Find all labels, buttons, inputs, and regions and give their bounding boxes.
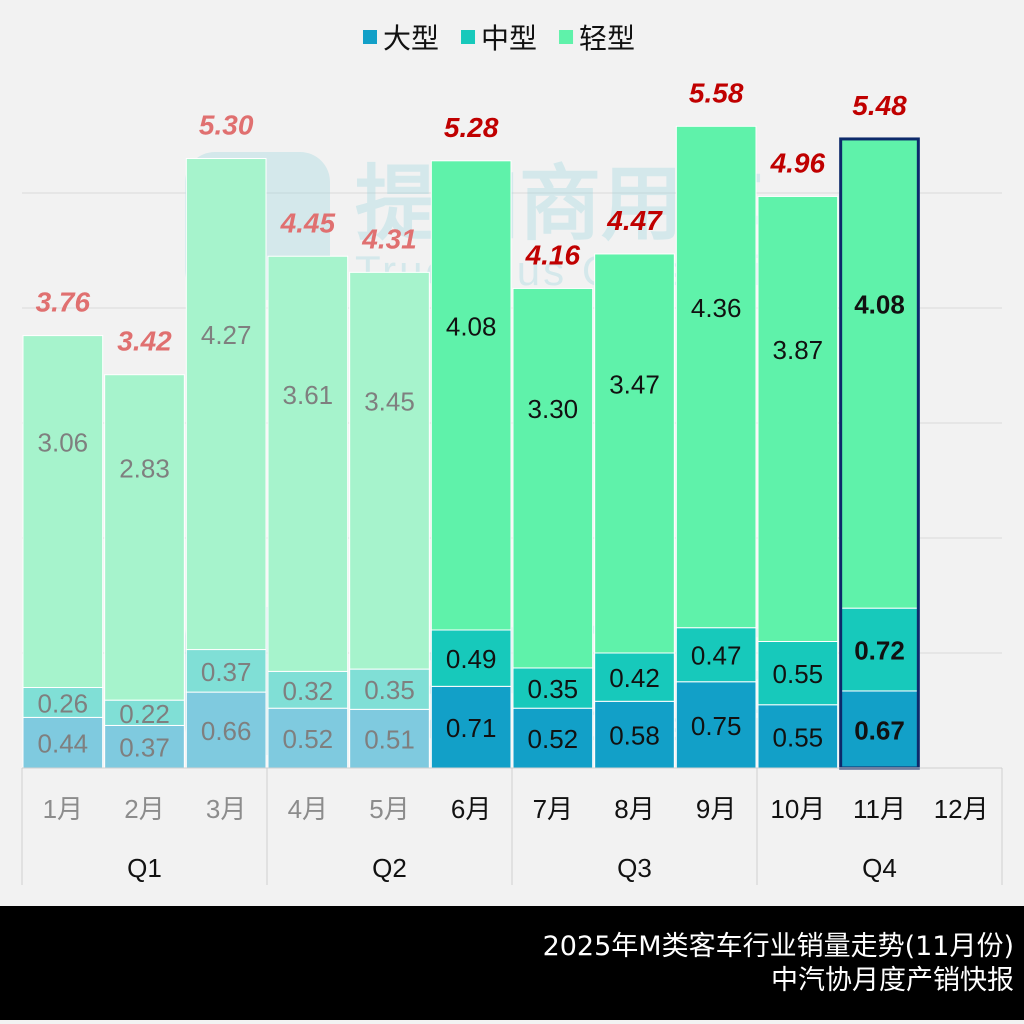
data-label: 0.32 xyxy=(283,676,334,706)
data-label: 4.27 xyxy=(201,320,252,350)
bar-segment-轻型 xyxy=(349,271,430,670)
data-label: 0.47 xyxy=(691,641,742,671)
bar-segment-轻型 xyxy=(594,253,675,654)
bar-segment-轻型 xyxy=(104,374,185,701)
total-label: 5.30 xyxy=(199,110,254,141)
legend-label: 轻型 xyxy=(579,22,635,55)
data-label: 0.71 xyxy=(446,713,497,743)
bar-segment-中型 xyxy=(22,687,104,718)
x-tick-label: 4月 xyxy=(288,794,328,824)
data-label: 0.37 xyxy=(119,733,170,763)
bar-segment-大型 xyxy=(512,707,594,769)
data-label: 0.55 xyxy=(773,722,824,752)
data-label: 0.42 xyxy=(609,663,660,693)
data-label: 2.83 xyxy=(119,453,170,483)
x-tick-label: 5月 xyxy=(369,794,409,824)
total-label: 5.28 xyxy=(444,112,499,143)
group-label: Q1 xyxy=(127,853,162,883)
bar-segment-轻型 xyxy=(757,195,839,642)
bar-segment-中型 xyxy=(430,629,512,687)
data-label: 0.72 xyxy=(854,636,905,666)
group-label: Q3 xyxy=(617,853,652,883)
group-label: Q2 xyxy=(372,853,407,883)
data-label: 0.37 xyxy=(201,657,252,687)
data-label: 0.67 xyxy=(854,715,905,745)
data-source: 中汽协月度产销快报 xyxy=(771,965,1014,996)
legend-swatch xyxy=(461,30,476,44)
data-label: 3.47 xyxy=(609,369,660,399)
bar-segment-大型 xyxy=(349,708,430,769)
legend-swatch xyxy=(363,30,377,44)
bar-segment-中型 xyxy=(839,607,920,692)
bar-segment-中型 xyxy=(675,627,757,683)
bar-segment-中型 xyxy=(104,699,185,726)
total-label: 4.47 xyxy=(606,205,663,236)
legend-label: 大型 xyxy=(383,22,439,55)
total-label: 4.31 xyxy=(361,223,417,254)
data-label: 0.49 xyxy=(446,644,497,674)
x-tick-label: 1月 xyxy=(43,794,83,824)
bar-segment-轻型 xyxy=(512,287,594,669)
data-label: 0.35 xyxy=(364,675,415,705)
x-tick-label: 10月 xyxy=(770,794,825,824)
data-label: 0.22 xyxy=(119,699,170,729)
x-tick-label: 6月 xyxy=(451,794,491,824)
data-label: 0.55 xyxy=(773,659,824,689)
bar-segment-大型 xyxy=(594,700,675,769)
chart-title: 2025年M类客车行业销量走势(11月份) xyxy=(542,931,1014,962)
total-label: 5.48 xyxy=(852,90,907,121)
data-label: 0.75 xyxy=(691,711,742,741)
data-label: 3.30 xyxy=(528,394,579,424)
bar-segment-大型 xyxy=(185,691,267,769)
x-tick-label: 12月 xyxy=(934,794,989,824)
bar-segment-轻型 xyxy=(675,125,757,629)
data-label: 0.51 xyxy=(364,725,415,755)
bar-segment-中型 xyxy=(349,668,430,710)
data-label: 0.44 xyxy=(38,729,89,759)
data-label: 3.61 xyxy=(283,380,334,410)
footer-banner: 2025年M类客车行业销量走势(11月份) 中汽协月度产销快报 xyxy=(0,906,1024,1020)
bar-segment-轻型 xyxy=(430,160,512,631)
data-label: 4.08 xyxy=(854,290,905,320)
x-tick-label: 3月 xyxy=(206,794,246,824)
bar-segment-大型 xyxy=(430,685,512,769)
bar-segment-大型 xyxy=(104,724,185,769)
data-label: 0.35 xyxy=(528,674,579,704)
bar-segment-中型 xyxy=(512,667,594,709)
total-label: 5.58 xyxy=(689,77,744,108)
bar-segment-中型 xyxy=(757,641,839,706)
x-tick-label: 8月 xyxy=(614,794,654,824)
bar-segment-轻型 xyxy=(185,158,267,651)
data-label: 4.08 xyxy=(446,311,497,341)
total-label: 3.76 xyxy=(36,287,91,318)
bar-segment-轻型 xyxy=(839,138,920,609)
bar-segment-中型 xyxy=(594,652,675,702)
total-label: 4.96 xyxy=(770,147,826,178)
x-tick-label: 7月 xyxy=(533,794,573,824)
data-label: 3.87 xyxy=(773,335,824,365)
total-label: 4.16 xyxy=(525,239,581,270)
data-label: 0.52 xyxy=(283,724,334,754)
data-label: 3.06 xyxy=(38,428,89,458)
x-tick-label: 11月 xyxy=(853,794,906,824)
x-tick-label: 2月 xyxy=(124,794,164,824)
data-label: 0.52 xyxy=(528,724,579,754)
bar-segment-轻型 xyxy=(22,335,104,688)
bar-segment-中型 xyxy=(267,670,349,709)
bar-segment-大型 xyxy=(757,704,839,769)
legend-label: 中型 xyxy=(481,22,537,55)
data-label: 4.36 xyxy=(691,293,742,323)
data-label: 0.26 xyxy=(38,688,89,718)
data-label: 3.45 xyxy=(364,387,415,417)
legend-swatch xyxy=(559,30,574,44)
bar-segment-大型 xyxy=(839,690,920,769)
total-label: 3.42 xyxy=(117,326,172,357)
data-label: 0.58 xyxy=(609,721,660,751)
total-label: 4.45 xyxy=(280,207,336,238)
group-label: Q4 xyxy=(862,853,897,883)
bar-segment-轻型 xyxy=(267,255,349,672)
x-tick-label: 9月 xyxy=(696,794,736,824)
data-label: 0.66 xyxy=(201,716,252,746)
